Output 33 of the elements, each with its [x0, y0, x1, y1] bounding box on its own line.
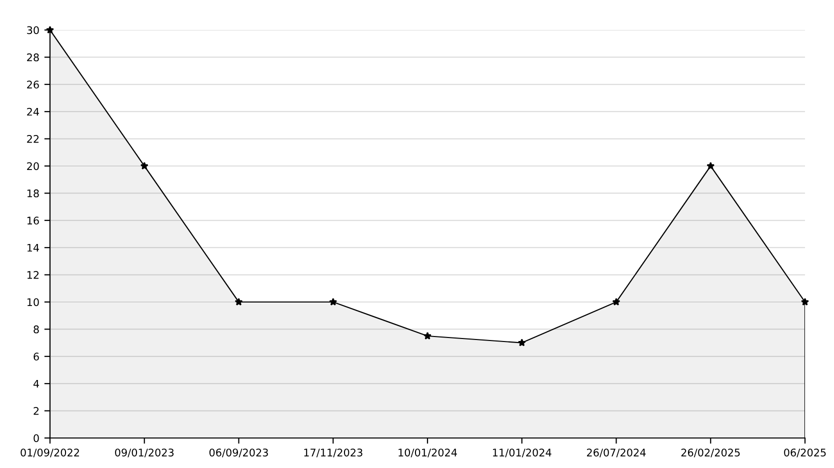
y-tick-label: 18: [27, 189, 39, 198]
point: [424, 332, 432, 340]
y-tick-label: 12: [27, 271, 39, 279]
y-tick-label: 14: [27, 244, 39, 252]
y-tick-label: 6: [34, 352, 39, 361]
x-tick-label: 01/09/2022: [20, 448, 79, 458]
y-tick-label: 20: [27, 162, 39, 170]
y-tick-label: 24: [27, 108, 39, 116]
y-tick-label: 10: [27, 298, 39, 306]
y-tick-label: 30: [27, 26, 39, 34]
y-tick-label: 2: [34, 407, 39, 415]
point: [140, 162, 148, 170]
y-tick-label: 22: [27, 135, 39, 143]
point: [612, 298, 620, 306]
y-tick-label: 16: [27, 216, 39, 225]
point: [234, 298, 243, 306]
point: [706, 162, 715, 170]
y-tick-label: 0: [34, 434, 39, 442]
y-tick-label: 8: [34, 325, 39, 334]
point: [801, 298, 809, 306]
x-tick-label: 17/11/2023: [304, 448, 362, 458]
x-tick-label: 10/01/2024: [398, 448, 457, 458]
point: [518, 338, 526, 346]
x-tick-label: 06/2025: [784, 448, 826, 458]
x-tick-label: 11/01/2024: [493, 448, 552, 458]
y-tick-label: 26: [27, 80, 39, 89]
y-tick-label: 4: [33, 380, 39, 388]
x-tick-label: 06/09/2023: [209, 448, 268, 458]
y-tick-label: 28: [27, 53, 39, 62]
point: [329, 298, 338, 306]
x-tick-label: 26/07/2024: [586, 448, 646, 458]
x-tick-label: 26/02/2025: [681, 448, 740, 458]
x-tick-label: 09/01/2023: [115, 448, 174, 458]
